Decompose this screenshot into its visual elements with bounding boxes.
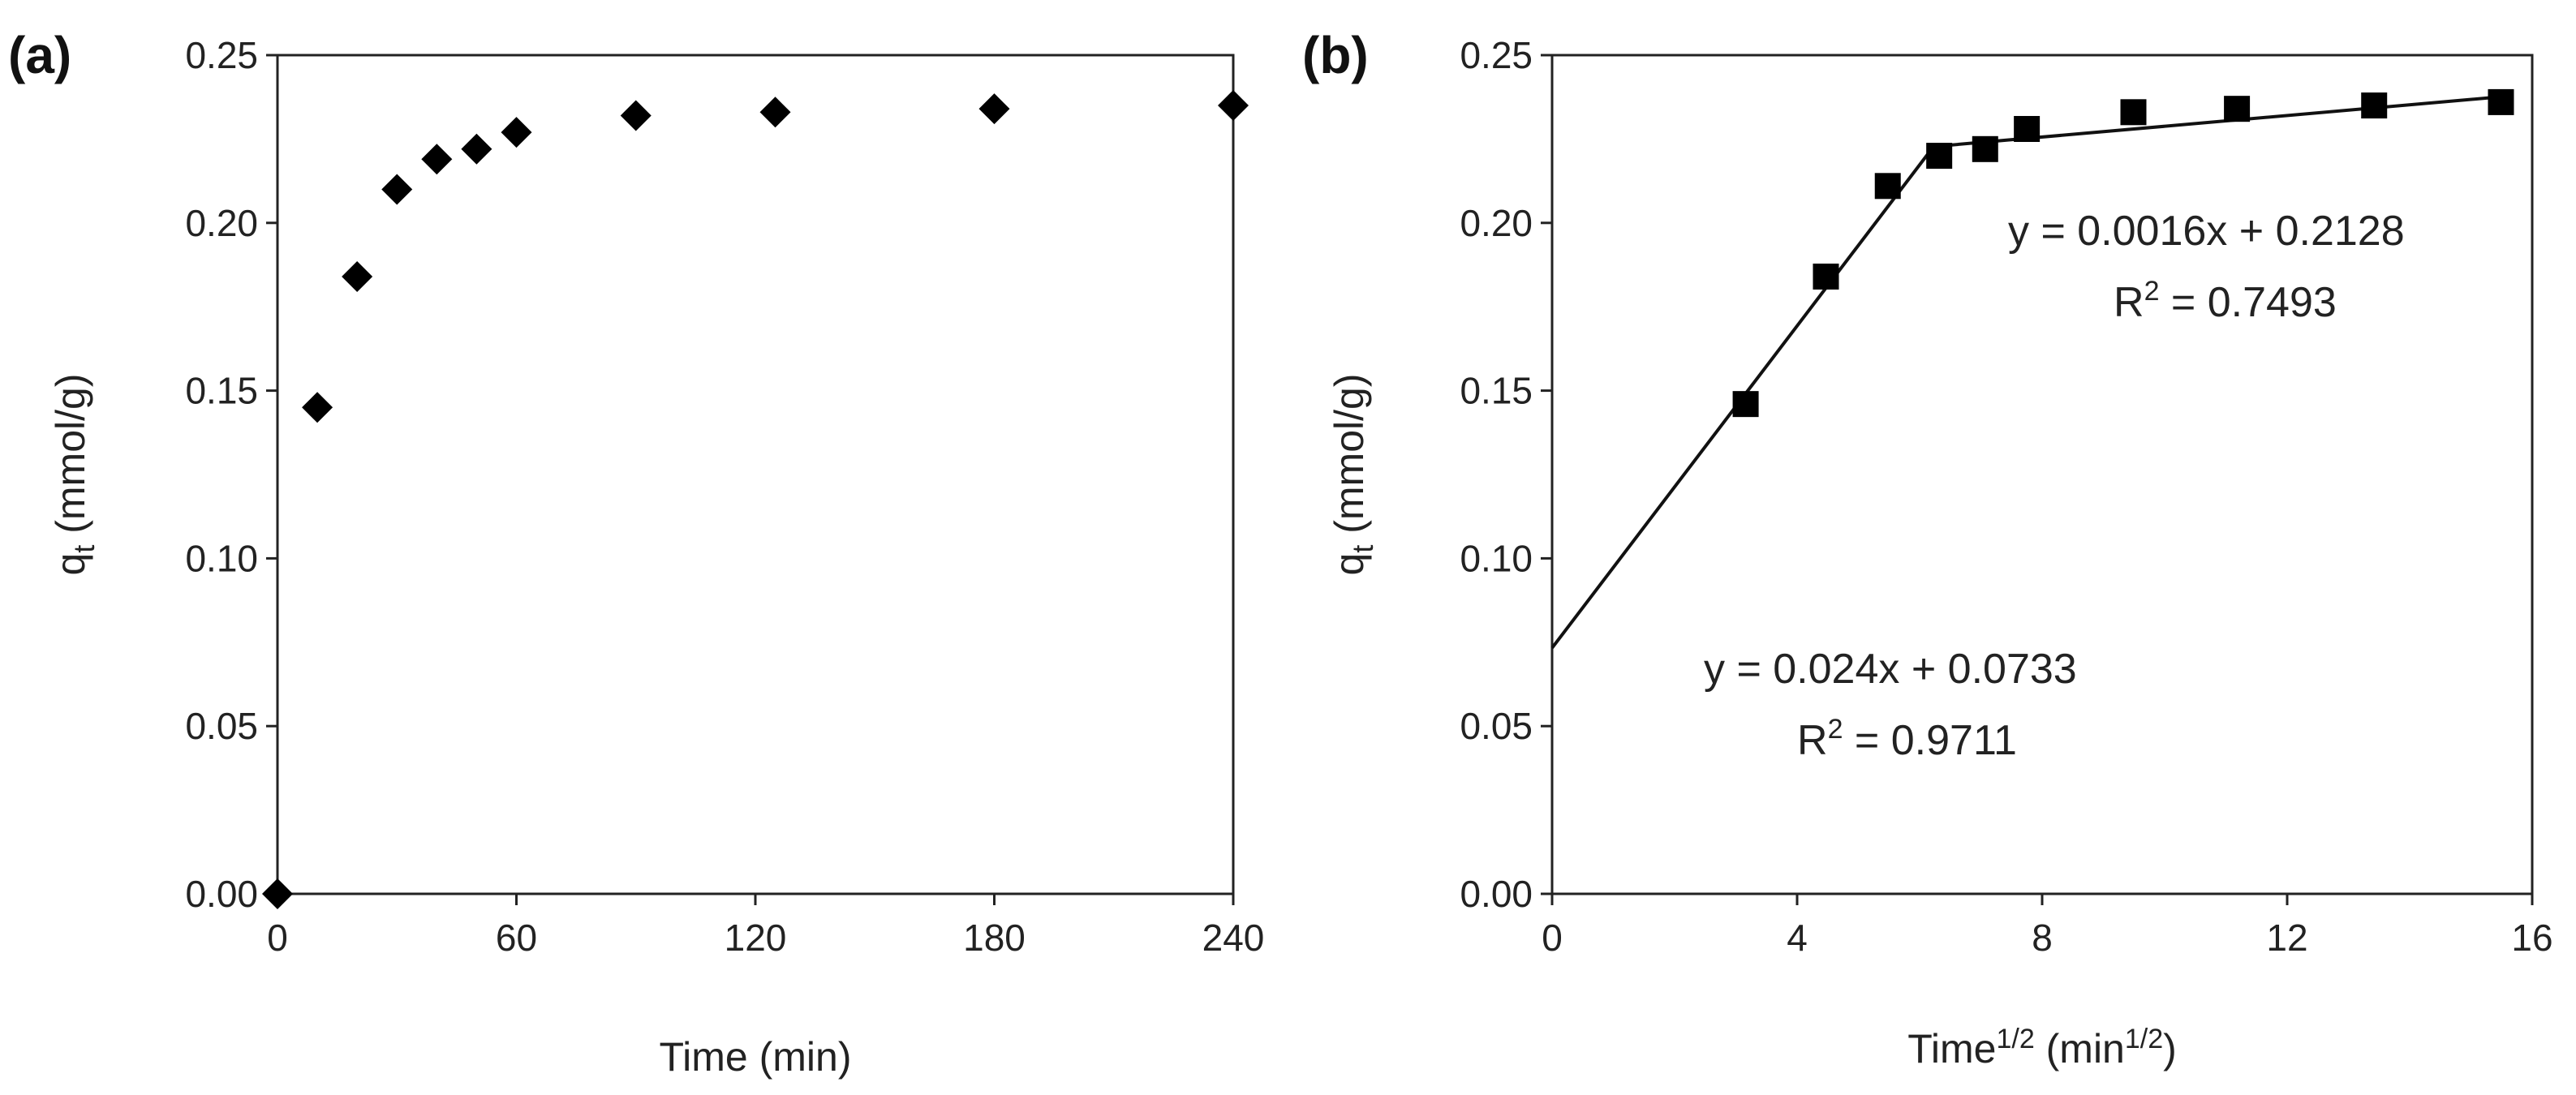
data-point-square <box>1972 135 1998 162</box>
y-tick-label: 0.20 <box>185 202 258 244</box>
data-point-diamond <box>342 260 373 292</box>
panel-b: (b) 0.00 0.05 0.10 0.15 0.20 0.25 0 4 8 12 16 Tim… <box>1302 26 2553 1071</box>
fit-lower-equation: y = 0.024x + 0.0733 <box>1704 646 2077 693</box>
x-tick-label: 16 <box>2511 917 2552 959</box>
x-tick-label: 4 <box>1787 917 1808 959</box>
fit-lower-r2: R2 = 0.9711 <box>1797 714 2017 764</box>
y-tick-label: 0.20 <box>1460 202 1533 244</box>
panel-a-y-axis-label: qt (mmol/g) <box>48 374 101 576</box>
data-point-diamond <box>759 97 791 128</box>
panel-a-y-ticks: 0.00 0.05 0.10 0.15 0.20 0.25 <box>185 34 277 915</box>
data-point-diamond <box>1218 90 1249 122</box>
x-tick-label: 60 <box>496 917 537 959</box>
panel-b-y-ticks: 0.00 0.05 0.10 0.15 0.20 0.25 <box>1460 34 1552 915</box>
panel-a-label: (a) <box>8 26 71 84</box>
data-point-square <box>1732 391 1759 418</box>
panel-b-points <box>1732 88 2514 418</box>
panel-a-plot-area <box>276 54 1235 895</box>
panel-b-fit-lines <box>1550 95 2502 650</box>
data-point-square <box>2224 96 2251 122</box>
x-tick-label: 0 <box>1542 917 1563 959</box>
data-point-diamond <box>978 93 1010 125</box>
data-point-square <box>1874 173 1901 200</box>
y-tick-label: 0.15 <box>185 370 258 412</box>
data-point-diamond <box>302 392 333 423</box>
data-point-square <box>2488 88 2514 115</box>
x-tick-label: 120 <box>725 917 787 959</box>
panel-b-y-axis-label: qt (mmol/g) <box>1327 374 1379 576</box>
x-tick-label: 12 <box>2266 917 2307 959</box>
data-point-square <box>2014 115 2041 142</box>
panel-b-x-ticks: 0 4 8 12 16 <box>1542 894 2553 959</box>
data-point-diamond <box>421 144 453 175</box>
panel-a-points <box>262 90 1249 909</box>
y-tick-label: 0.25 <box>1460 34 1533 76</box>
y-tick-label: 0.25 <box>185 34 258 76</box>
fit-upper-r2: R2 = 0.7493 <box>2114 276 2337 326</box>
data-point-square <box>1813 263 1839 290</box>
data-point-diamond <box>461 133 492 165</box>
fit-upper-equation: y = 0.0016x + 0.2128 <box>2008 208 2405 255</box>
y-tick-label: 0.00 <box>1460 873 1533 915</box>
x-tick-label: 8 <box>2032 917 2053 959</box>
x-tick-label: 240 <box>1202 917 1265 959</box>
y-tick-label: 0.00 <box>185 873 258 915</box>
data-point-diamond <box>262 878 293 909</box>
data-point-square <box>1926 143 1953 170</box>
y-tick-label: 0.10 <box>1460 537 1533 579</box>
data-point-diamond <box>620 100 652 131</box>
panel-b-plot-area <box>1550 54 2534 895</box>
x-tick-label: 0 <box>267 917 288 959</box>
panel-a-x-axis-label: Time (min) <box>659 1034 851 1080</box>
panel-b-label: (b) <box>1302 26 1369 84</box>
y-tick-label: 0.10 <box>185 537 258 579</box>
data-point-diamond <box>501 117 532 148</box>
panel-a: (a) 0.00 0.05 0.10 0.15 0.20 0.25 0 60 120 180 24… <box>8 26 1264 1080</box>
panel-b-x-axis-label: Time1/2 (min1/2) <box>1907 1024 2177 1071</box>
y-tick-label: 0.15 <box>1460 370 1533 412</box>
x-tick-label: 180 <box>963 917 1026 959</box>
y-tick-label: 0.05 <box>185 705 258 747</box>
data-point-diamond <box>381 174 413 205</box>
y-tick-label: 0.05 <box>1460 705 1533 747</box>
data-point-square <box>2120 99 2147 126</box>
data-point-square <box>2361 92 2388 119</box>
panel-a-x-ticks: 0 60 120 180 240 <box>267 894 1264 959</box>
